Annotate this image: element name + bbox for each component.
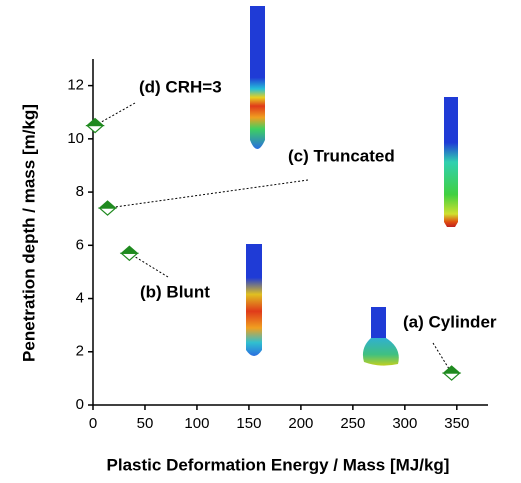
x-tick-label: 350: [444, 415, 469, 432]
point-half: [97, 200, 118, 209]
x-tick-label: 0: [89, 415, 97, 432]
leader-line: [107, 179, 309, 209]
y-tick-label: 12: [67, 77, 84, 94]
leader-line: [94, 102, 136, 126]
point-half: [442, 372, 462, 381]
y-tick-label: 6: [76, 236, 84, 253]
x-tick-label: 100: [184, 415, 209, 432]
y-tick-label: 10: [67, 130, 84, 147]
point-half: [85, 124, 105, 134]
x-tick-label: 250: [340, 415, 365, 432]
x-axis-title: Plastic Deformation Energy / Mass [MJ/kg…: [107, 455, 450, 474]
leader-line: [129, 252, 169, 278]
x-tick-label: 300: [392, 415, 417, 432]
y-tick-label: 8: [76, 183, 84, 200]
point-half: [97, 207, 118, 216]
projectile-illustrations: [246, 6, 458, 366]
y-tick-label: 0: [76, 396, 84, 413]
x-tick-label: 200: [288, 415, 313, 432]
point-half: [442, 365, 462, 374]
point: [119, 245, 139, 262]
annotation: (b) Blunt: [140, 282, 210, 301]
point-half: [119, 245, 139, 254]
point: [97, 200, 118, 216]
y-tick-label: 2: [76, 343, 84, 360]
point-half: [85, 117, 105, 127]
annotation: (a) Cylinder: [403, 312, 497, 331]
point: [85, 117, 105, 134]
point: [442, 365, 462, 381]
y-axis-title: Penetration depth / mass [m/kg]: [19, 104, 38, 362]
annotation: (d) CRH=3: [139, 77, 222, 96]
x-tick-label: 50: [137, 415, 154, 432]
y-tick-label: 4: [76, 290, 84, 307]
annotation: (c) Truncated: [288, 146, 395, 165]
point-half: [119, 252, 139, 262]
x-tick-label: 150: [236, 415, 261, 432]
